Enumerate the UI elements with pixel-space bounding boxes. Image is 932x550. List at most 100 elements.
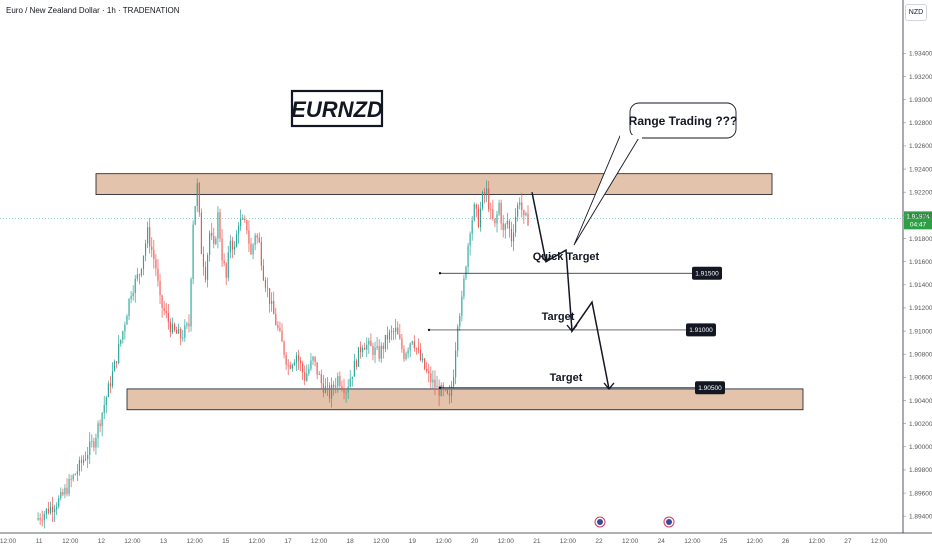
candle-body [93,441,95,448]
current-price-badge [904,211,932,230]
candle-body [320,374,322,384]
candle-body [113,361,116,372]
candle-body [126,315,128,325]
candle-body [359,347,362,353]
candle-body [457,326,459,351]
candle-body [515,216,517,233]
zones [95,173,804,411]
candle-body [446,388,448,394]
candle-body [132,293,134,297]
x-tick-label: 22 [595,538,603,545]
candle-body [310,360,312,369]
x-tick-label: 12:00 [622,538,639,545]
candle-body [510,228,513,242]
y-tick-label: 1.89800 [909,467,932,474]
x-tick-label: 19 [409,538,417,545]
candle-body [314,356,316,363]
candle-body [153,250,155,260]
candle-body [51,506,54,513]
candle-body [448,393,451,396]
candle-body [364,347,366,350]
candle-body [484,192,486,195]
candle-body [517,204,519,217]
y-tick-label: 1.93400 [909,51,932,58]
candle-body [426,368,428,372]
projection-zigzag [531,192,610,390]
candle-body [477,208,479,228]
candle-body [194,206,196,225]
projection-arrowhead [540,255,552,263]
candle-body [519,202,521,205]
candle-body [229,240,231,253]
target-level-badge [692,266,722,280]
y-tick-label: 1.91000 [909,328,932,335]
candle-body [302,363,304,373]
candle-body [492,209,494,219]
y-tick-label: 1.89400 [909,514,932,521]
y-tick-label: 1.92000 [909,213,932,220]
candle-body [374,347,376,356]
candle-body [256,235,258,238]
candle-body [124,324,126,332]
y-tick-label: 1.91800 [909,236,932,243]
candle-body [328,385,331,399]
candle-body [304,372,306,381]
candle-body [163,307,165,312]
candle-body [151,246,153,251]
candle-body [207,255,209,280]
candle-body [128,298,130,316]
candle-body [312,356,314,361]
y-tick-label: 1.91400 [909,282,932,289]
candle-body [130,296,132,299]
candle-body [467,245,469,267]
candle-body [221,238,223,261]
candle-body [43,513,45,521]
candle-body [82,459,85,463]
candle-body [262,265,264,281]
annotations: EURNZD Range Trading ??? Quick Target Targe… [290,89,738,528]
candle-body [182,337,184,339]
quick-target-label: Quick Target [533,251,600,263]
candle-body [343,388,345,393]
candle-body [357,347,360,367]
x-tick-label: 25 [720,538,728,545]
candle-body [235,234,238,247]
x-tick-label: 12:00 [746,538,763,545]
candle-body [101,412,103,427]
candle-body [99,423,101,427]
target-level-label: 1.91500 [695,271,719,278]
candle-body [287,364,289,366]
x-tick-label: 12:00 [435,538,452,545]
y-tick-label: 1.89600 [909,490,932,497]
x-tick-label: 11 [36,538,43,545]
candle-body [488,188,490,210]
candle-body [109,383,111,387]
candle-body [233,246,236,250]
candle-body [504,224,506,230]
x-tick-label: 21 [533,538,541,545]
candle-body [211,232,213,237]
y-tick-label: 1.90200 [909,421,932,428]
x-tick-label: 12 [98,538,106,545]
target-level-badge [695,381,725,395]
candle-body [498,202,500,215]
y-tick-label: 1.90400 [909,398,932,405]
candle-body [422,358,424,360]
candle-body [140,268,142,276]
callout-text: Range Trading ??? [629,114,738,128]
x-tick-label: 12:00 [871,538,888,545]
candle-body [167,313,169,323]
candle-body [471,220,473,234]
candle-body [434,379,436,388]
candle-body [293,362,295,365]
currency-badge[interactable]: NZD [905,4,927,21]
candle-body [225,263,227,278]
candle-body [72,475,74,480]
candle-body [475,204,477,209]
target-level-label: 1.90500 [698,385,722,392]
candle-body [157,268,159,281]
candle-body [219,212,221,239]
target-level-label: 1.91000 [689,327,713,334]
